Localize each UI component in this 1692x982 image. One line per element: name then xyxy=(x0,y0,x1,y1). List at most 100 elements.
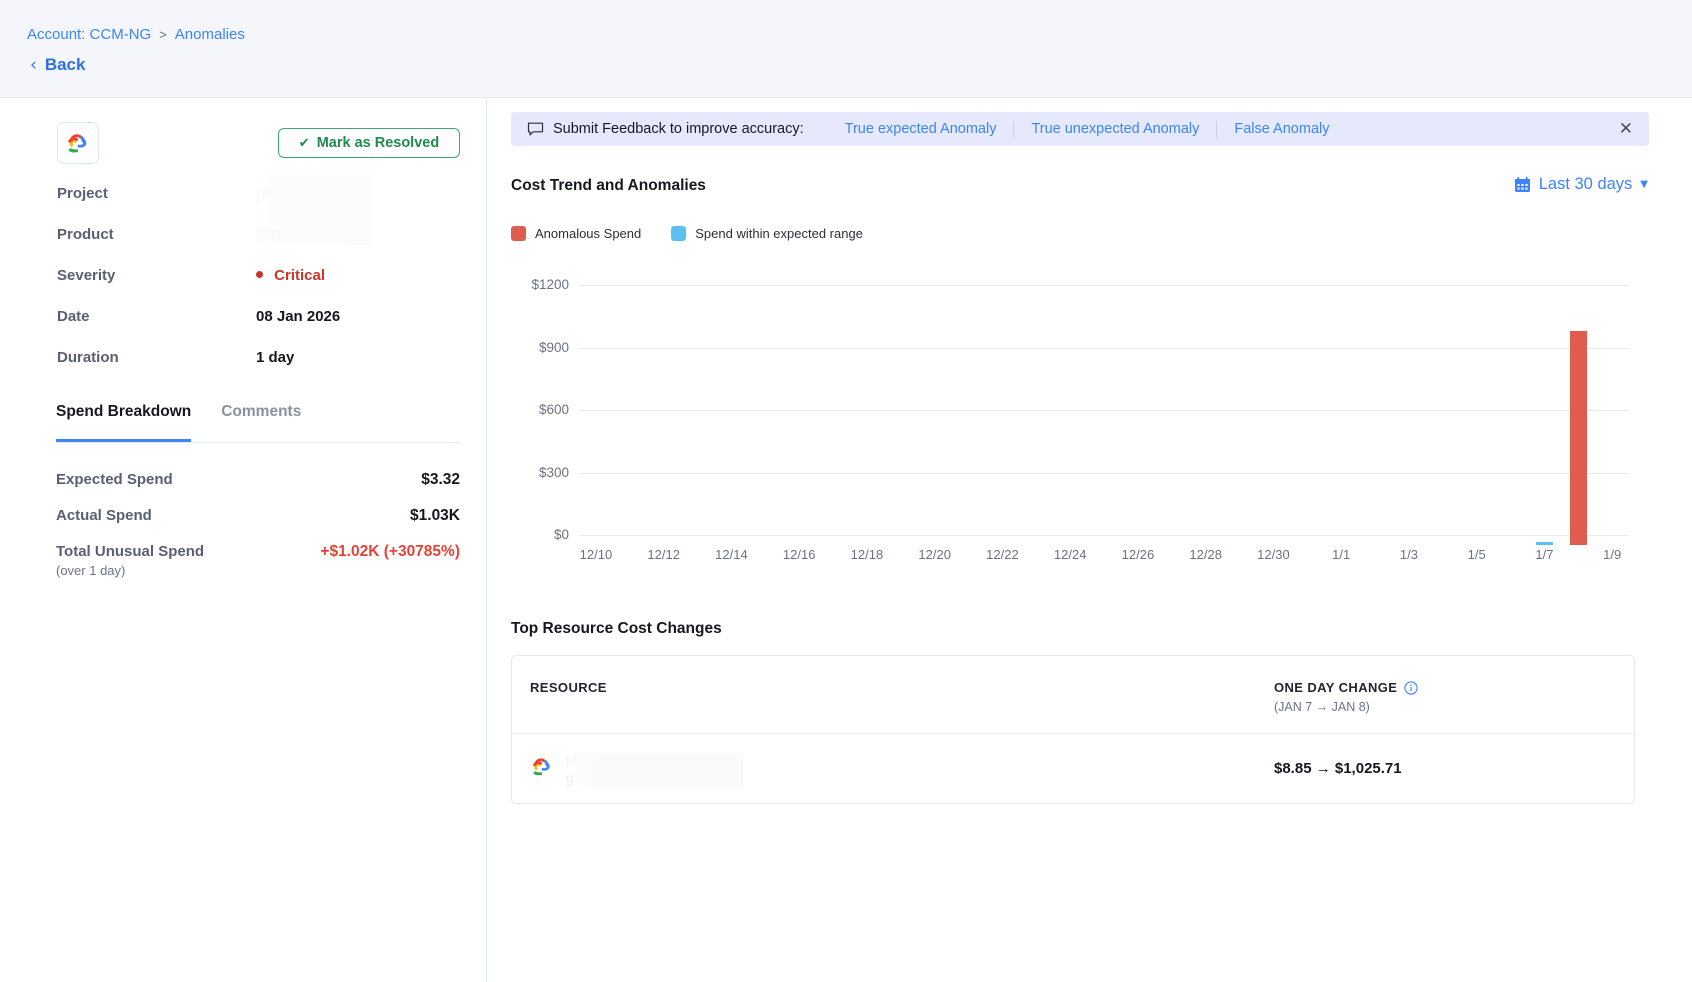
table-title: Top Resource Cost Changes xyxy=(511,620,722,637)
info-icon[interactable] xyxy=(1404,680,1419,695)
bar-slot xyxy=(952,295,986,545)
date-range-picker[interactable]: Last 30 days ▼ xyxy=(1514,175,1648,194)
x-axis-tick-label xyxy=(816,547,850,562)
x-axis-tick-label xyxy=(681,547,715,562)
feedback-banner: Submit Feedback to improve accuracy: Tru… xyxy=(511,112,1649,146)
status-badge: Critical xyxy=(274,267,326,284)
back-button[interactable]: ‹ Back xyxy=(30,55,85,75)
bar-slot xyxy=(816,295,850,545)
bar-slot xyxy=(1528,295,1562,545)
x-axis-tick-label: 12/20 xyxy=(918,547,951,562)
chevron-left-icon: ‹ xyxy=(30,54,37,75)
severity-dot-icon xyxy=(256,271,263,278)
field-project-label: Project xyxy=(57,185,108,202)
x-axis-tick-label xyxy=(1494,547,1528,562)
bar-slot xyxy=(1324,295,1358,545)
anomaly-main-panel xyxy=(488,98,1692,982)
divider xyxy=(1216,120,1218,138)
gridline xyxy=(579,535,1629,536)
x-axis-tick-label: 12/22 xyxy=(986,547,1019,562)
feedback-true-unexpected-button[interactable]: True unexpected Anomaly xyxy=(1031,121,1200,137)
bar-slot xyxy=(1595,295,1629,545)
bar-slot xyxy=(681,295,715,545)
x-axis-tick-label: 12/18 xyxy=(850,547,884,562)
field-product-label: Product xyxy=(57,226,114,243)
mark-as-resolved-button[interactable]: ✔ Mark as Resolved xyxy=(278,128,460,158)
bar-slot xyxy=(1290,295,1324,545)
cost-trend-chart: $0 $300 $600 $900 $1200 12/10 12/12 12/14 12/16… xyxy=(511,277,1629,562)
feedback-actions: True expected Anomaly True unexpected An… xyxy=(828,120,1347,138)
bar-slot xyxy=(782,295,816,545)
chart-bar[interactable] xyxy=(1569,331,1587,545)
detail-tabs: Spend Breakdown Comments xyxy=(56,403,460,443)
resource-sublabel: g xyxy=(566,769,574,786)
resource-link[interactable]: pl xyxy=(566,750,577,767)
x-axis-tick-label xyxy=(1223,547,1257,562)
spend-row-actual: Actual Spend $1.03K xyxy=(56,507,460,525)
bar-slot xyxy=(1019,295,1053,545)
anomaly-field-list: Project pla Product Big Severity Critica… xyxy=(57,183,457,388)
spend-total-label: Total Unusual Spend xyxy=(56,543,205,560)
field-date-label: Date xyxy=(57,308,90,325)
legend-label-expected: Spend within expected range xyxy=(695,226,863,241)
x-axis-tick-label xyxy=(1426,547,1460,562)
chart-bar[interactable] xyxy=(1535,542,1553,545)
y-axis-tick-label: $1200 xyxy=(531,277,569,292)
column-header-resource: RESOURCE xyxy=(530,680,607,695)
anomaly-detail-panel xyxy=(0,98,487,982)
bar-slot xyxy=(884,295,918,545)
field-date-value: 08 Jan 2026 xyxy=(256,308,341,325)
bar-slot xyxy=(613,295,647,545)
bar-slot xyxy=(1087,295,1121,545)
x-axis-tick-label: 12/12 xyxy=(647,547,680,562)
chart-x-axis: 12/10 12/12 12/14 12/16 12/18 12/20 12/22 12/24… xyxy=(579,547,1629,562)
table-header-row: RESOURCE ONE DAY CHANGE (JAN 7 → JAN 8) xyxy=(512,656,1634,734)
field-duration: Duration 1 day xyxy=(57,347,457,388)
gridline xyxy=(579,285,1629,286)
feedback-true-expected-button[interactable]: True expected Anomaly xyxy=(844,121,997,137)
x-axis-tick-label xyxy=(884,547,918,562)
tab-comments[interactable]: Comments xyxy=(221,403,302,420)
bar-slot xyxy=(748,295,782,545)
breadcrumb-anomalies-link[interactable]: Anomalies xyxy=(174,26,245,43)
gridline xyxy=(579,347,1629,349)
x-axis-tick-label: 12/30 xyxy=(1257,547,1290,562)
tab-spend-breakdown[interactable]: Spend Breakdown xyxy=(56,403,192,442)
check-icon: ✔ xyxy=(298,135,310,151)
x-axis-tick-label xyxy=(1561,547,1595,562)
field-product-value: Big xyxy=(256,226,281,243)
x-axis-tick-label: 12/28 xyxy=(1189,547,1222,562)
gcp-cloud-icon xyxy=(530,756,554,782)
field-project-value: pla xyxy=(256,185,278,202)
breadcrumb: Account: CCM-NG > Anomalies xyxy=(27,26,245,43)
x-axis-tick-label: 1/7 xyxy=(1535,547,1554,562)
gcp-cloud-icon xyxy=(57,122,99,164)
bar-slot xyxy=(1561,295,1595,545)
table-row[interactable]: pl g $8.85 → $1,025.71 xyxy=(512,734,1634,803)
spend-total-sublabel: (over 1 day) xyxy=(56,563,126,578)
resource-name-redaction xyxy=(563,752,743,787)
legend-item-expected: Spend within expected range xyxy=(671,226,863,241)
resource-names: pl g xyxy=(566,750,577,788)
field-duration-label: Duration xyxy=(57,349,119,366)
legend-swatch-anomalous xyxy=(511,226,526,241)
x-axis-tick-label xyxy=(748,547,782,562)
chart-legend: Anomalous Spend Spend within expected ra… xyxy=(511,226,863,241)
close-icon[interactable]: ✕ xyxy=(1618,118,1633,139)
back-button-label: Back xyxy=(44,55,86,74)
spend-expected-value: $3.32 xyxy=(421,471,460,488)
column-header-change-label: ONE DAY CHANGE xyxy=(1274,680,1398,695)
top-resource-cost-changes-table: RESOURCE ONE DAY CHANGE (JAN 7 → JAN 8) xyxy=(511,655,1635,804)
breadcrumb-separator-icon: > xyxy=(159,27,167,42)
x-axis-tick-label: 12/14 xyxy=(715,547,748,562)
x-axis-tick-label: 1/3 xyxy=(1399,547,1418,562)
y-axis-tick-label: $900 xyxy=(538,339,569,355)
bar-slot xyxy=(918,295,952,545)
bar-slot xyxy=(850,295,884,545)
feedback-false-anomaly-button[interactable]: False Anomaly xyxy=(1234,121,1330,137)
field-date: Date 08 Jan 2026 xyxy=(57,306,457,347)
bar-slot xyxy=(1189,295,1223,545)
breadcrumb-account-link[interactable]: Account: CCM-NG xyxy=(27,26,152,43)
feedback-prompt: Submit Feedback to improve accuracy: xyxy=(553,121,804,137)
chart-title: Cost Trend and Anomalies xyxy=(511,177,706,194)
